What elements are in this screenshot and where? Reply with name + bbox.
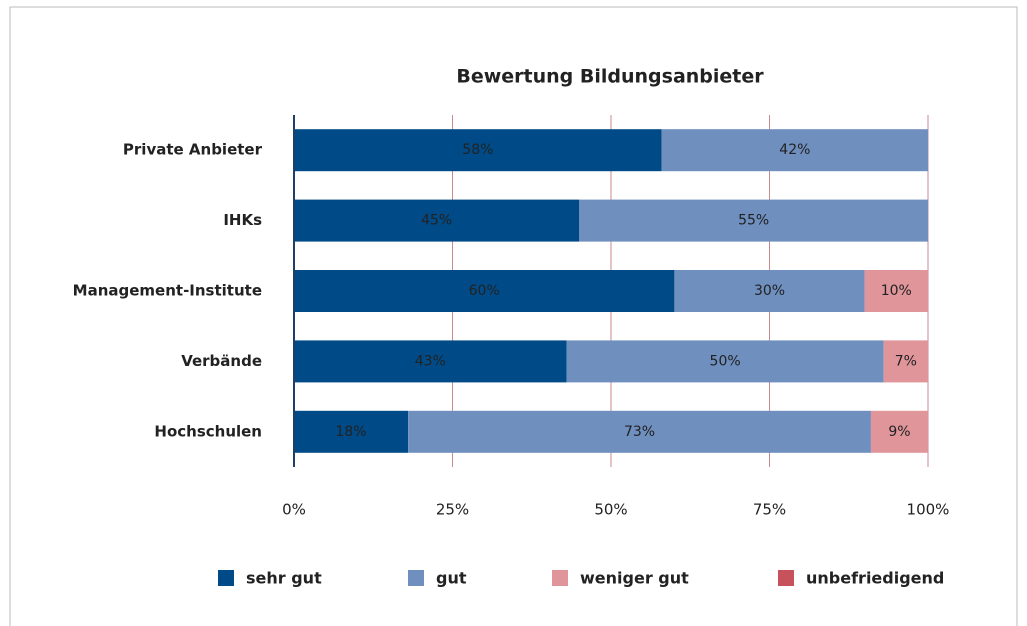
value-label: 9% xyxy=(888,424,910,440)
bar-segment xyxy=(294,129,662,172)
x-tick-label: 25% xyxy=(436,501,469,519)
value-label: 45% xyxy=(421,213,452,229)
x-tick-label: 75% xyxy=(753,501,786,519)
bar-segment xyxy=(661,129,928,172)
value-label: 55% xyxy=(738,213,769,229)
value-label: 43% xyxy=(415,353,446,369)
category-label: Verbände xyxy=(181,352,262,370)
bar-segment xyxy=(566,340,884,383)
category-label: Management-Institute xyxy=(73,282,262,300)
legend-swatch xyxy=(408,570,424,586)
bar-segment xyxy=(294,270,675,312)
frame xyxy=(9,6,1018,626)
x-tick-label: 100% xyxy=(907,501,950,519)
bar-segment xyxy=(294,410,409,453)
x-tick-label: 0% xyxy=(282,501,306,519)
value-label: 50% xyxy=(710,353,741,369)
legend-label: weniger gut xyxy=(580,569,689,588)
value-label: 42% xyxy=(779,142,810,158)
value-label: 58% xyxy=(462,142,493,158)
value-label: 18% xyxy=(335,424,366,440)
category-label: Private Anbieter xyxy=(123,141,263,159)
value-label: 7% xyxy=(895,353,917,369)
bar-segment xyxy=(294,199,580,242)
legend-swatch xyxy=(552,570,568,586)
legend-label: unbefriedigend xyxy=(806,569,944,588)
legend-label: gut xyxy=(436,569,467,588)
value-label: 30% xyxy=(754,283,785,299)
category-label: Hochschulen xyxy=(154,422,262,440)
value-label: 10% xyxy=(881,283,912,299)
value-label: 60% xyxy=(469,283,500,299)
x-tick-label: 50% xyxy=(594,501,627,519)
bar-segment xyxy=(883,340,928,383)
legend-swatch xyxy=(218,570,234,586)
legend-label: sehr gut xyxy=(246,569,322,588)
legend-swatch xyxy=(778,570,794,586)
bar-segment xyxy=(870,410,928,453)
value-label: 73% xyxy=(624,424,655,440)
bar-segment xyxy=(864,270,928,312)
bar-segment xyxy=(579,199,928,242)
bar-segment xyxy=(408,410,871,453)
bar-segment xyxy=(294,340,567,383)
bar-segment xyxy=(674,270,865,312)
category-label: IHKs xyxy=(223,211,262,229)
chart-title: Bewertung Bildungsanbieter xyxy=(456,66,764,88)
